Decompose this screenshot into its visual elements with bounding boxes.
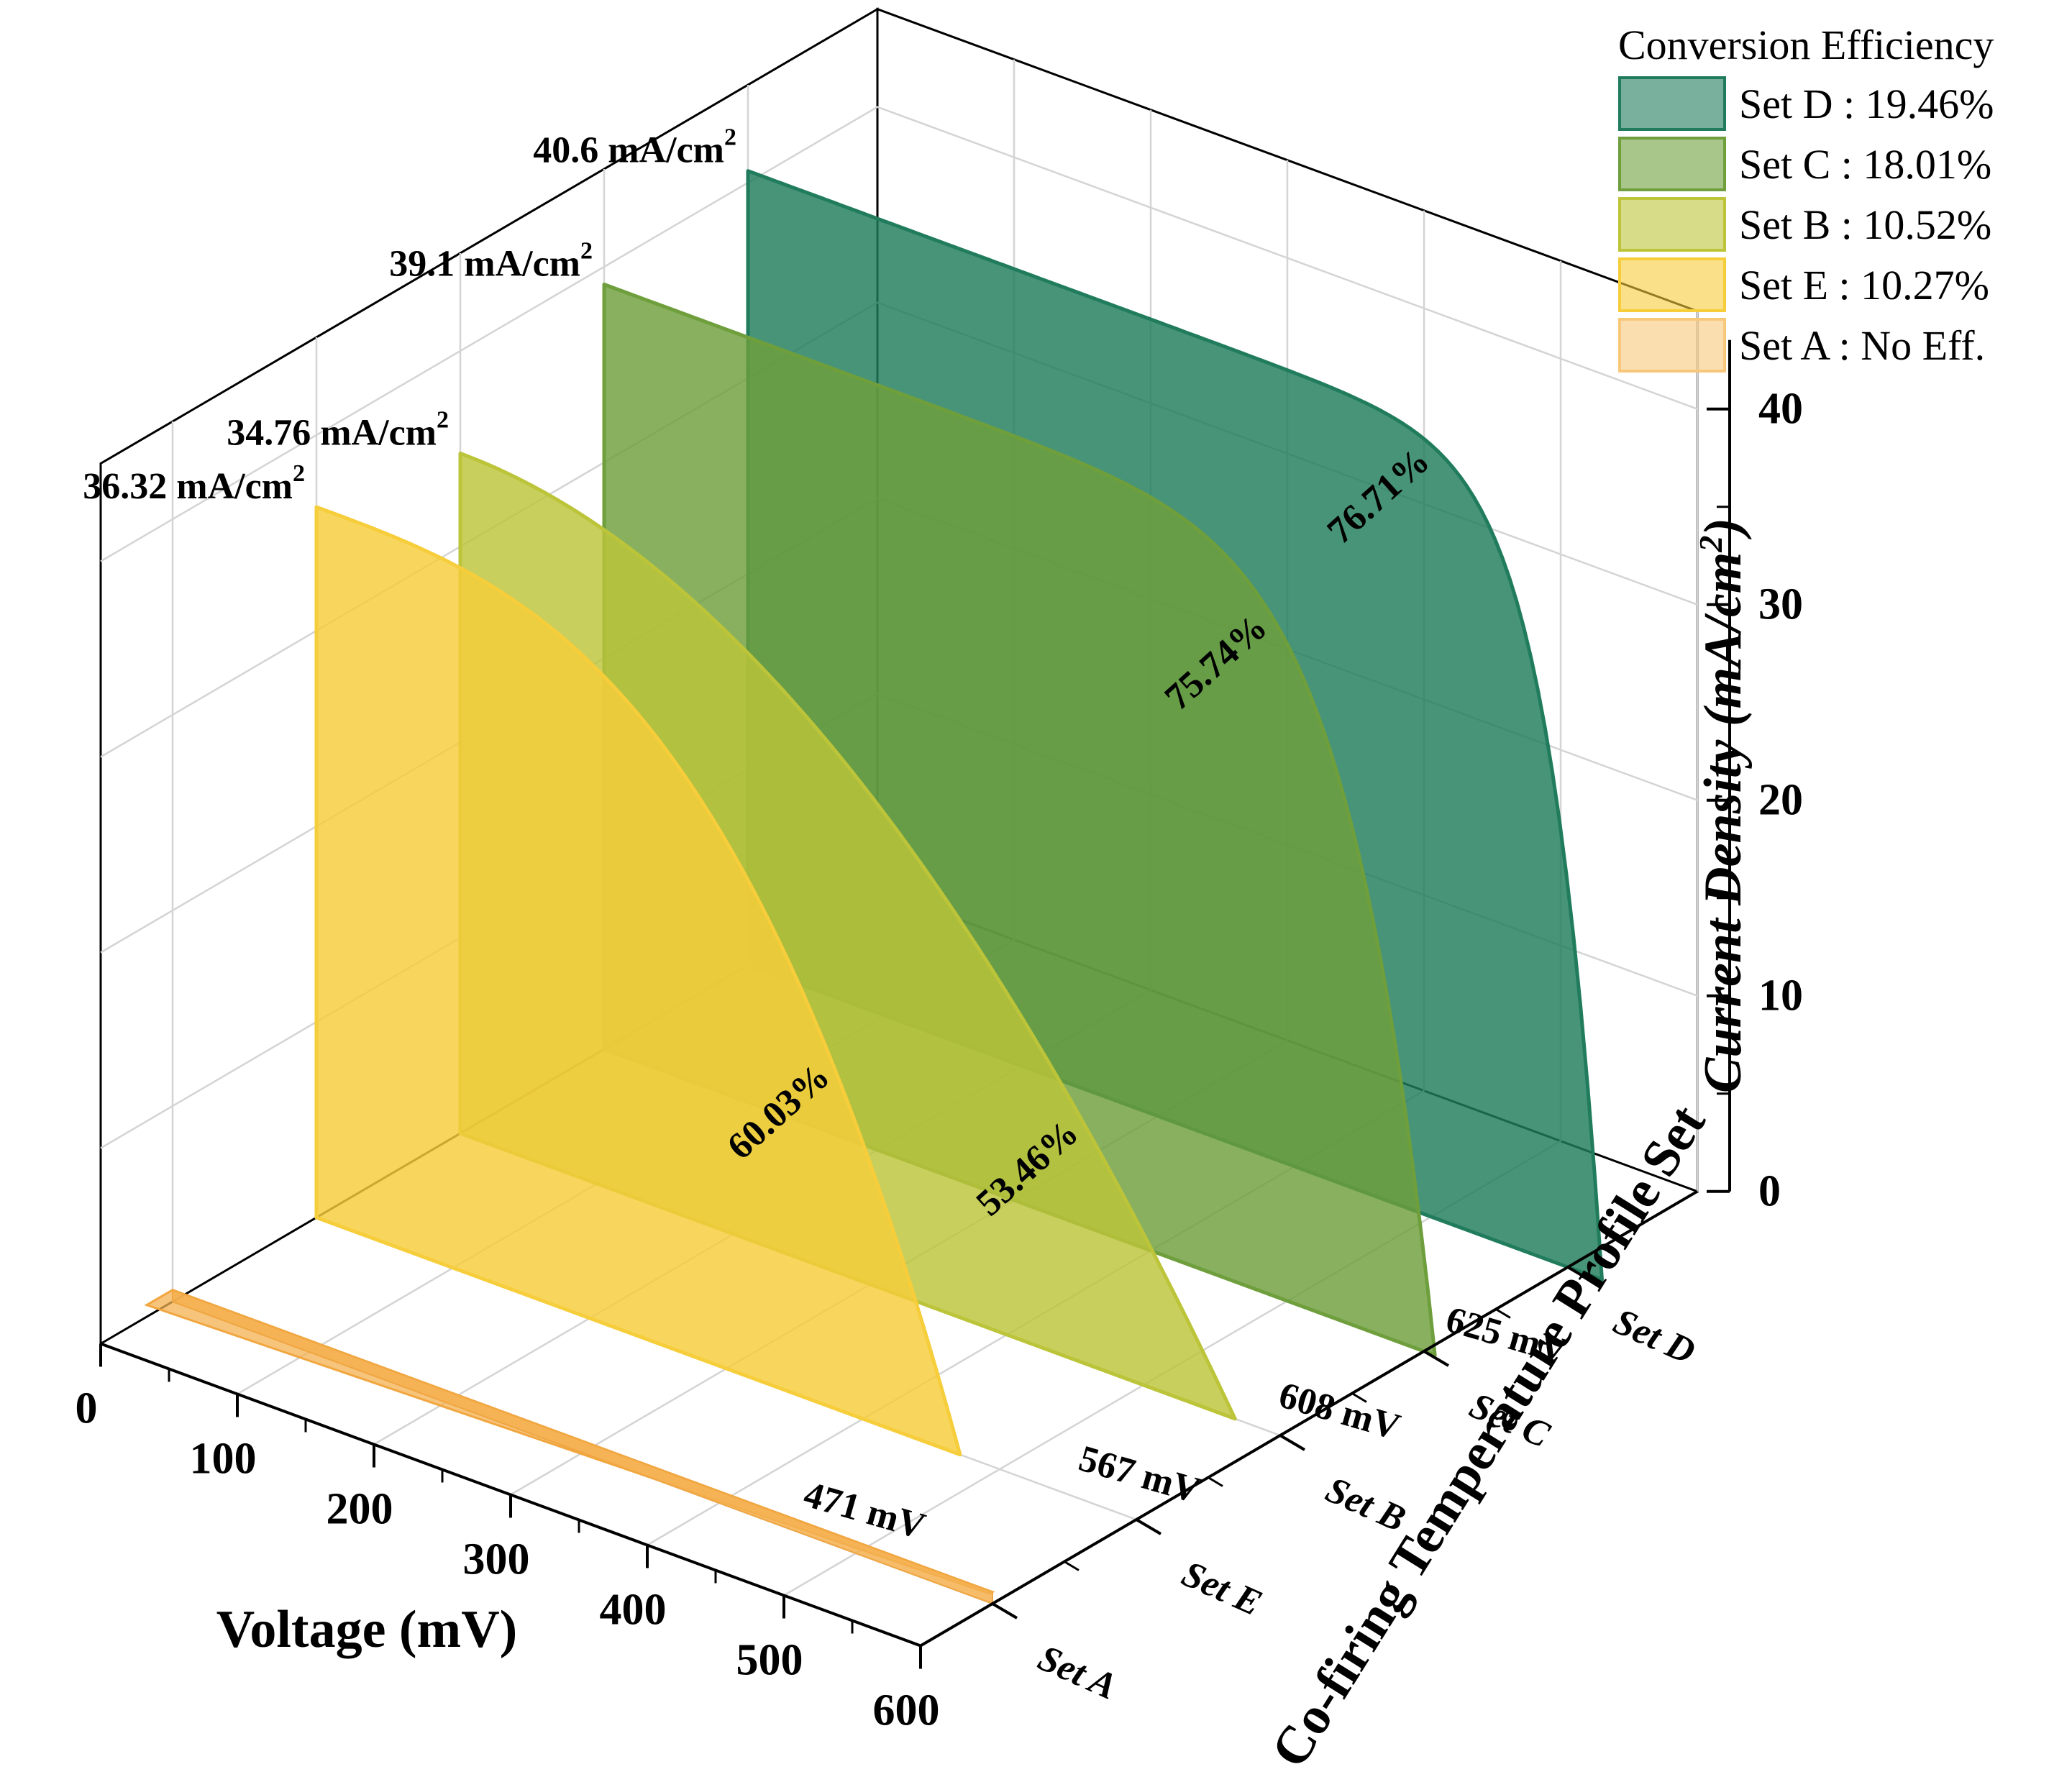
wall-set-a — [144, 1289, 995, 1605]
set-tick — [1279, 1434, 1306, 1451]
x-tick-label: 300 — [463, 1535, 530, 1584]
set-tick — [1566, 1266, 1594, 1283]
set-tick-label: Set A — [1032, 1637, 1123, 1708]
jsc-label: 39.1 mA/cm2 — [389, 237, 593, 284]
x-tick-label: 200 — [327, 1485, 393, 1534]
grid-j — [100, 106, 1698, 562]
x-tick-label: 0 — [76, 1384, 98, 1433]
data-walls — [144, 169, 1604, 1605]
legend-label: Set D : 19.46% — [1739, 81, 1994, 127]
legend-swatch — [1618, 76, 1726, 131]
x-tick-label: 600 — [873, 1686, 940, 1735]
set-tick — [991, 1602, 1018, 1620]
legend-label: Set A : No Eff. — [1739, 322, 1985, 369]
x-tick-label: 100 — [190, 1435, 257, 1484]
voc-label: 608 mV — [1274, 1374, 1405, 1448]
z-tick-label: 30 — [1758, 580, 1803, 629]
legend-swatch — [1618, 318, 1726, 373]
set-minor-tick — [1208, 1476, 1223, 1487]
z-tick-label: 40 — [1758, 385, 1803, 434]
set-tick-label: Set E — [1176, 1553, 1267, 1624]
jsc-label: 34.76 mA/cm2 — [227, 407, 449, 454]
legend: Conversion Efficiency Set D : 19.46% Set … — [1618, 22, 1994, 373]
legend-label: Set C : 18.01% — [1739, 141, 1991, 188]
z-tick-label: 20 — [1758, 776, 1803, 825]
x-axis-title: Voltage (mV) — [216, 1600, 518, 1659]
set-tick — [1423, 1350, 1450, 1367]
jv-curve-area — [314, 505, 962, 1457]
jsc-label: 36.32 mA/cm2 — [83, 460, 305, 507]
set-tick-label: Set D — [1607, 1301, 1701, 1373]
x-tick-label: 400 — [600, 1586, 667, 1635]
wall-set-e — [314, 505, 962, 1457]
legend-title: Conversion Efficiency — [1618, 22, 1994, 68]
set-minor-tick — [1495, 1308, 1511, 1319]
set-minor-tick — [1351, 1392, 1367, 1403]
legend-label: Set E : 10.27% — [1739, 262, 1989, 309]
voc-label: 567 mV — [1074, 1438, 1205, 1512]
set-a-flat-face — [172, 1289, 993, 1605]
x-tick-label: 500 — [736, 1636, 803, 1685]
z-tick-label: 10 — [1758, 972, 1803, 1020]
legend-swatch — [1618, 197, 1726, 252]
legend-swatch — [1618, 137, 1726, 191]
set-minor-tick — [1064, 1561, 1080, 1571]
jsc-label: 40.6 mA/cm2 — [533, 124, 736, 171]
z-tick-label: 0 — [1758, 1167, 1781, 1216]
legend-swatch — [1618, 257, 1726, 312]
z-axis-title: Current Density (mA/cm2) — [1692, 518, 1753, 1093]
set-tick — [1135, 1518, 1162, 1535]
legend-label: Set B : 10.52% — [1739, 201, 1991, 248]
